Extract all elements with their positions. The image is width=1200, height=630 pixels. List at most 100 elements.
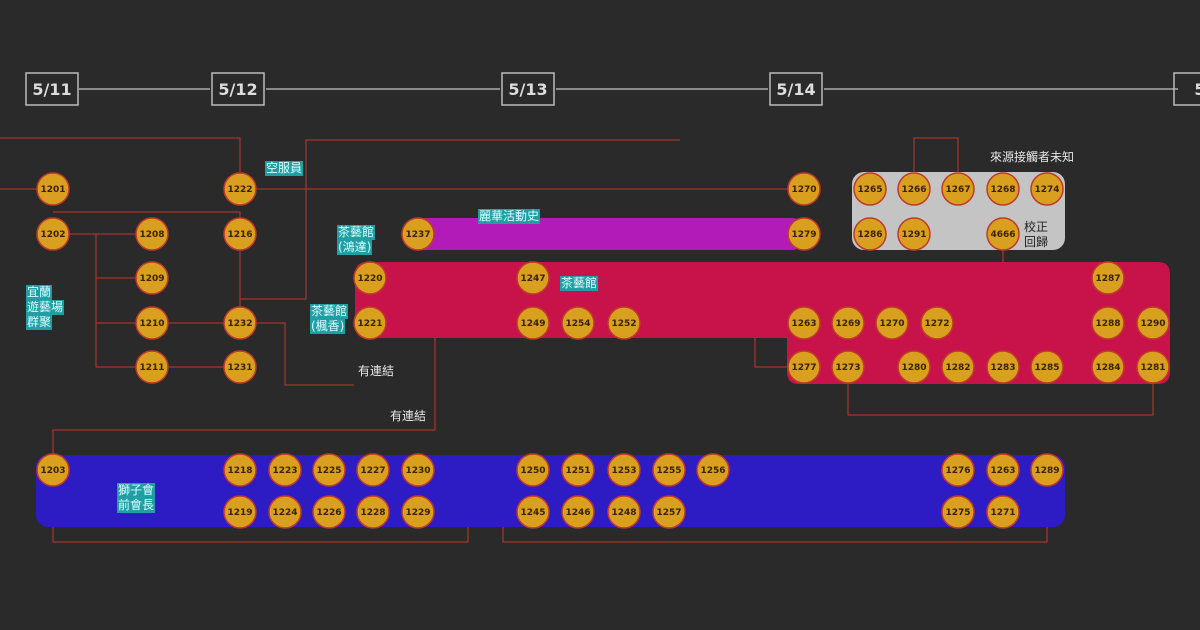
case-circle	[268, 495, 302, 529]
label-line: 茶藝館	[310, 304, 349, 319]
case-circle	[897, 172, 931, 206]
case-node: 1249	[516, 306, 550, 340]
case-label: 1275	[945, 508, 970, 518]
label-line: (鴻達)	[337, 240, 373, 255]
date-box	[211, 72, 265, 106]
case-circle	[561, 495, 595, 529]
label-line: 校正	[1024, 220, 1049, 234]
case-label: 1252	[611, 319, 636, 329]
date-label: 5/12	[218, 80, 257, 99]
case-node: 1228	[356, 495, 390, 529]
case-node: 1225	[312, 453, 346, 487]
case-node: 1216	[223, 217, 257, 251]
case-label: 1253	[611, 466, 636, 476]
case-circle	[223, 495, 257, 529]
case-circle	[875, 306, 909, 340]
case-circle	[516, 261, 550, 295]
label-line: 前會長	[117, 498, 156, 513]
case-label: 1247	[520, 274, 545, 284]
case-circle	[353, 261, 387, 295]
case-circle	[1091, 350, 1125, 384]
case-node: 1265	[853, 172, 887, 206]
case-circle	[36, 453, 70, 487]
case-label: 1270	[879, 319, 904, 329]
case-circle	[223, 350, 257, 384]
case-label: 1263	[990, 466, 1015, 476]
case-label: 1286	[857, 230, 882, 240]
case-circle	[941, 172, 975, 206]
case-node: 1275	[941, 495, 975, 529]
case-node: 1202	[36, 217, 70, 251]
case-label: 1291	[901, 230, 926, 240]
date-label: 5	[1194, 80, 1200, 99]
label-line: (楓香)	[310, 319, 346, 334]
case-circle	[696, 453, 730, 487]
case-circle	[401, 453, 435, 487]
case-circle	[941, 350, 975, 384]
case-node: 1279	[787, 217, 821, 251]
case-circle	[223, 306, 257, 340]
case-node: 1256	[696, 453, 730, 487]
case-node: 1246	[561, 495, 595, 529]
case-label: 1251	[565, 466, 590, 476]
case-node: 1287	[1091, 261, 1125, 295]
case-circle	[853, 217, 887, 251]
case-label: 1232	[227, 319, 252, 329]
label-line: 來源接觸者未知	[990, 150, 1075, 164]
case-node: 1220	[353, 261, 387, 295]
case-node: 1229	[401, 495, 435, 529]
case-node: 1210	[135, 306, 169, 340]
case-label: 1237	[405, 230, 430, 240]
case-circle	[607, 306, 641, 340]
case-circle	[135, 306, 169, 340]
case-node: 1245	[516, 495, 550, 529]
case-circle	[986, 172, 1020, 206]
case-circle	[516, 453, 550, 487]
case-circle	[1030, 350, 1064, 384]
case-circle	[941, 453, 975, 487]
case-label: 1245	[520, 508, 545, 518]
case-node: 1263	[986, 453, 1020, 487]
case-node: 1272	[920, 306, 954, 340]
case-node: 1271	[986, 495, 1020, 529]
case-circle	[607, 495, 641, 529]
case-node: 1250	[516, 453, 550, 487]
date-label: 5/14	[776, 80, 815, 99]
case-circle	[135, 261, 169, 295]
case-node: 1257	[652, 495, 686, 529]
group-tag: 茶藝館 (鴻達)	[337, 225, 376, 255]
case-label: 1225	[316, 466, 341, 476]
case-node: 1226	[312, 495, 346, 529]
case-circle	[920, 306, 954, 340]
case-label: 1270	[791, 185, 816, 195]
group-tag: 空服員	[265, 161, 304, 176]
case-circle	[831, 350, 865, 384]
case-node: 1268	[986, 172, 1020, 206]
case-label: 1208	[139, 230, 164, 240]
case-label: 1267	[945, 185, 970, 195]
case-circle	[312, 453, 346, 487]
case-node: 1291	[897, 217, 931, 251]
case-label: 1288	[1095, 319, 1120, 329]
date-box	[25, 72, 79, 106]
case-label: 1250	[520, 466, 545, 476]
case-circle	[1091, 306, 1125, 340]
case-label: 1256	[700, 466, 725, 476]
case-node: 1288	[1091, 306, 1125, 340]
group-blue	[36, 455, 1065, 527]
group-purple	[410, 218, 806, 250]
case-circle	[356, 495, 390, 529]
case-node: 1219	[223, 495, 257, 529]
case-circle	[831, 306, 865, 340]
case-node: 1273	[831, 350, 865, 384]
case-label: 1255	[656, 466, 681, 476]
case-node: 1230	[401, 453, 435, 487]
case-node: 1218	[223, 453, 257, 487]
case-circle	[223, 217, 257, 251]
case-label: 1277	[791, 363, 816, 373]
case-node: 1277	[787, 350, 821, 384]
group-tag: 茶藝館	[560, 276, 599, 291]
date-box	[769, 72, 823, 106]
